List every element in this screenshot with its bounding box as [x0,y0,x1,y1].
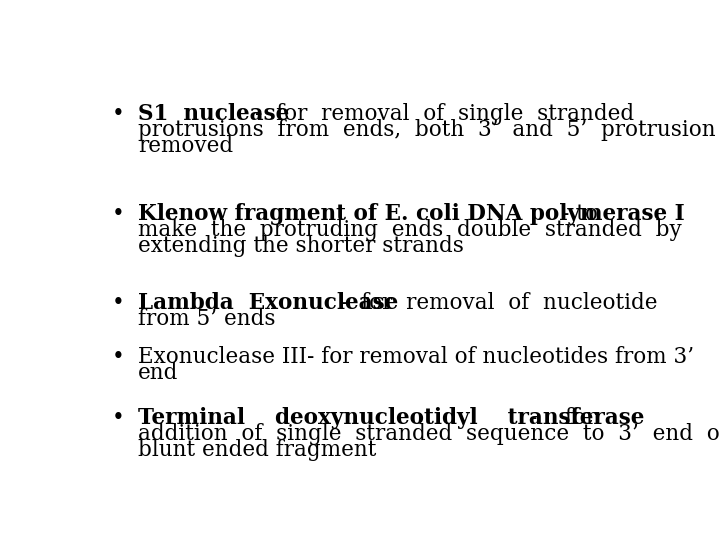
Text: •: • [112,292,125,314]
Text: S1  nuclease: S1 nuclease [138,103,289,125]
Text: protrusions  from  ends,  both  3’  and  5’  protrusion  are: protrusions from ends, both 3’ and 5’ pr… [138,119,720,141]
Text: end: end [138,362,179,383]
Text: Terminal    deoxynucleotidyl    transferase: Terminal deoxynucleotidyl transferase [138,408,644,429]
Text: •: • [112,408,125,429]
Text: Exonuclease III- for removal of nucleotides from 3’: Exonuclease III- for removal of nucleoti… [138,346,694,368]
Text: addition  of  single  stranded  sequence  to  3’  end  of: addition of single stranded sequence to … [138,423,720,446]
Text: - to: - to [562,204,598,225]
Text: -  for  removal  of  single  stranded: - for removal of single stranded [256,103,634,125]
Text: •: • [112,103,125,125]
Text: -    for: - for [531,408,597,429]
Text: •: • [112,204,125,225]
Text: -  for  removal  of  nucleotide: - for removal of nucleotide [340,292,657,314]
Text: Lambda  Exonuclease: Lambda Exonuclease [138,292,398,314]
Text: •: • [112,346,125,368]
Text: from 5’ ends: from 5’ ends [138,308,276,330]
Text: removed: removed [138,135,233,157]
Text: make  the  protruding  ends  double  stranded  by: make the protruding ends double stranded… [138,219,682,241]
Text: extending the shorter strands: extending the shorter strands [138,235,464,257]
Text: Klenow fragment of E. coli DNA polymerase I: Klenow fragment of E. coli DNA polymeras… [138,204,685,225]
Text: blunt ended fragment: blunt ended fragment [138,439,377,461]
